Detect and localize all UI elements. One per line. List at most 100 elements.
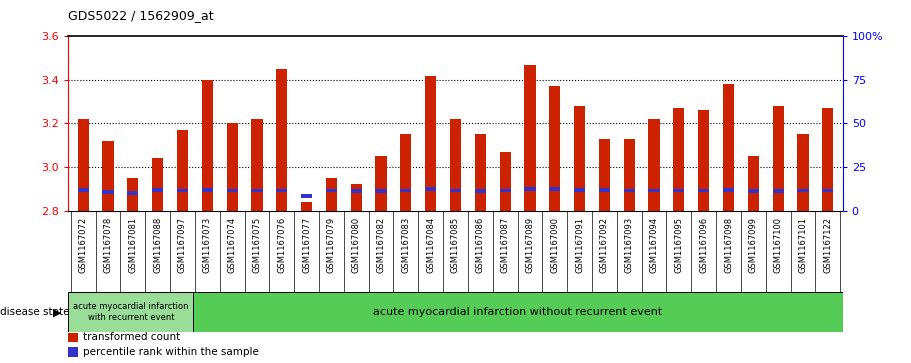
Bar xyxy=(68,333,78,342)
Bar xyxy=(499,188,511,192)
Bar xyxy=(375,189,386,193)
Bar xyxy=(723,84,734,211)
Text: GSM1167080: GSM1167080 xyxy=(352,217,361,273)
Bar xyxy=(375,156,386,211)
Text: GSM1167081: GSM1167081 xyxy=(128,217,138,273)
Text: GSM1167093: GSM1167093 xyxy=(625,217,634,273)
Bar xyxy=(698,188,710,192)
Bar xyxy=(301,195,312,198)
Text: GSM1167076: GSM1167076 xyxy=(277,217,286,273)
Text: percentile rank within the sample: percentile rank within the sample xyxy=(83,347,259,357)
Text: GSM1167082: GSM1167082 xyxy=(376,217,385,273)
Text: GSM1167092: GSM1167092 xyxy=(600,217,609,273)
Bar xyxy=(102,141,114,211)
Bar xyxy=(773,106,783,211)
Text: GDS5022 / 1562909_at: GDS5022 / 1562909_at xyxy=(68,9,214,22)
Bar xyxy=(77,119,88,211)
Bar xyxy=(475,134,486,211)
Bar xyxy=(201,80,213,211)
Bar xyxy=(102,190,114,194)
Text: GSM1167085: GSM1167085 xyxy=(451,217,460,273)
Text: GSM1167095: GSM1167095 xyxy=(674,217,683,273)
Text: GSM1167073: GSM1167073 xyxy=(203,217,212,273)
Bar xyxy=(797,134,809,211)
Bar xyxy=(251,188,262,192)
Bar xyxy=(177,130,188,211)
Text: GSM1167098: GSM1167098 xyxy=(724,217,733,273)
Bar xyxy=(152,158,163,211)
Bar xyxy=(201,188,213,192)
Text: GSM1167090: GSM1167090 xyxy=(550,217,559,273)
Text: GSM1167088: GSM1167088 xyxy=(153,217,162,273)
Bar xyxy=(723,188,734,192)
Text: GSM1167089: GSM1167089 xyxy=(526,217,535,273)
Bar xyxy=(823,108,834,211)
Text: GSM1167074: GSM1167074 xyxy=(228,217,237,273)
Bar xyxy=(400,134,412,211)
Bar xyxy=(599,139,610,211)
Text: transformed count: transformed count xyxy=(83,333,180,342)
Text: GSM1167083: GSM1167083 xyxy=(402,217,410,273)
Bar xyxy=(797,188,809,192)
Bar xyxy=(68,347,78,357)
Text: GSM1167094: GSM1167094 xyxy=(650,217,659,273)
Bar xyxy=(276,188,287,192)
Bar xyxy=(425,187,436,191)
Text: disease state: disease state xyxy=(0,307,69,317)
Text: GSM1167084: GSM1167084 xyxy=(426,217,435,273)
Text: GSM1167091: GSM1167091 xyxy=(575,217,584,273)
Bar xyxy=(450,119,461,211)
Bar xyxy=(227,123,238,211)
Bar xyxy=(649,119,660,211)
Bar xyxy=(499,152,511,211)
Text: GSM1167097: GSM1167097 xyxy=(178,217,187,273)
Bar xyxy=(549,187,560,191)
Bar xyxy=(227,188,238,192)
Text: GSM1167078: GSM1167078 xyxy=(104,217,113,273)
Bar xyxy=(698,110,710,211)
Bar xyxy=(301,202,312,211)
Bar xyxy=(624,139,635,211)
Bar xyxy=(574,106,585,211)
Bar xyxy=(624,188,635,192)
Bar xyxy=(351,189,362,193)
Text: GSM1167077: GSM1167077 xyxy=(302,217,311,273)
Bar xyxy=(326,178,337,211)
Bar xyxy=(525,65,536,211)
Text: GSM1167122: GSM1167122 xyxy=(824,217,833,273)
Text: GSM1167096: GSM1167096 xyxy=(699,217,708,273)
Bar xyxy=(251,119,262,211)
Text: GSM1167079: GSM1167079 xyxy=(327,217,336,273)
Bar xyxy=(351,184,362,211)
Bar xyxy=(475,189,486,193)
Bar xyxy=(574,188,585,192)
Text: ▶: ▶ xyxy=(53,307,62,317)
Text: GSM1167100: GSM1167100 xyxy=(773,217,783,273)
Bar xyxy=(128,191,138,195)
Text: GSM1167075: GSM1167075 xyxy=(252,217,261,273)
Text: GSM1167072: GSM1167072 xyxy=(78,217,87,273)
Bar xyxy=(193,292,843,332)
Bar xyxy=(748,189,759,193)
Bar xyxy=(450,188,461,192)
Text: GSM1167087: GSM1167087 xyxy=(501,217,509,273)
Bar xyxy=(128,178,138,211)
Bar xyxy=(823,188,834,192)
Text: GSM1167101: GSM1167101 xyxy=(798,217,807,273)
Bar xyxy=(276,69,287,211)
Bar xyxy=(152,188,163,192)
Bar xyxy=(326,188,337,192)
Text: GSM1167086: GSM1167086 xyxy=(476,217,485,273)
Bar xyxy=(748,156,759,211)
Bar xyxy=(549,86,560,211)
Bar xyxy=(77,188,88,192)
Text: acute myocardial infarction
with recurrent event: acute myocardial infarction with recurre… xyxy=(73,302,189,322)
Bar xyxy=(673,108,684,211)
Bar xyxy=(525,187,536,191)
Bar xyxy=(400,188,412,192)
Bar xyxy=(773,189,783,193)
Bar xyxy=(673,188,684,192)
Bar xyxy=(425,76,436,211)
Text: GSM1167099: GSM1167099 xyxy=(749,217,758,273)
Bar xyxy=(68,292,193,332)
